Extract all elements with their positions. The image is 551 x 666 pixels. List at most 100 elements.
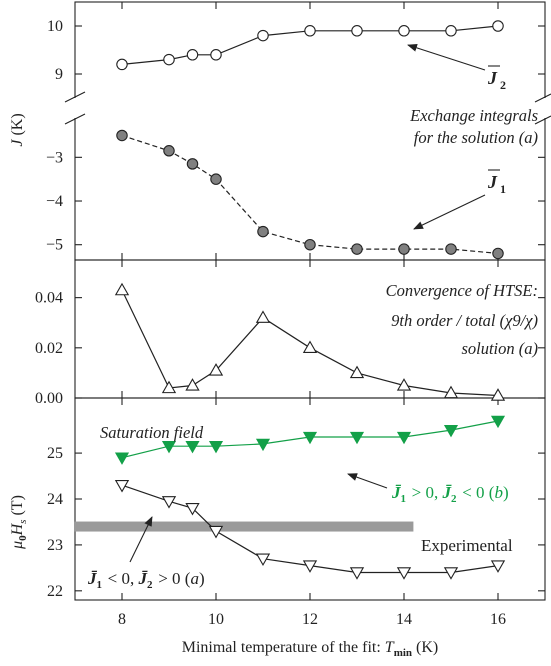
top-ytick-label-4: −5 xyxy=(46,237,63,254)
series-j1-point-8 xyxy=(445,243,457,255)
bottom-y-axis-label: μ0Hs (T) xyxy=(9,495,29,550)
middle-ytick-label-2: 0.04 xyxy=(35,290,63,307)
series-convergence-point-0 xyxy=(114,282,130,296)
series-b-point-2 xyxy=(185,441,200,454)
series-j2-point-5 xyxy=(304,25,316,37)
legend-series-b: J̄1 > 0, J̄2 < 0 (b) xyxy=(391,483,509,505)
series-b-line xyxy=(121,420,499,459)
series-j1-point-6 xyxy=(351,243,363,255)
series-j1-point-3 xyxy=(210,173,222,185)
x-axis-label: Minimal temperature of the fit: Tmin (K) xyxy=(182,639,439,659)
top-y-axis-label: J (K) xyxy=(9,113,26,146)
series-convergence-line xyxy=(121,289,499,397)
series-a-point-5 xyxy=(302,560,318,573)
series-j2-point-1 xyxy=(163,53,175,66)
middle-annotation-line-2: 9th order / total (χ9/χ) xyxy=(391,311,538,330)
arrow-series-a xyxy=(129,516,153,563)
top-ytick-label-0: 9 xyxy=(55,66,63,83)
legend-label-j2: J 2 xyxy=(487,65,506,92)
series-convergence-point-1 xyxy=(161,380,177,394)
series-convergence-point-4 xyxy=(255,310,271,323)
series-j2-point-6 xyxy=(351,25,363,37)
series-a-point-7 xyxy=(396,567,412,580)
series-a-point-9 xyxy=(490,560,506,573)
svg-text:J: J xyxy=(487,68,498,88)
experimental-label: Experimental xyxy=(421,536,513,555)
top-annotation-line-1: Exchange integrals xyxy=(409,106,538,125)
series-convergence-point-5 xyxy=(302,340,318,354)
series-a-point-1 xyxy=(161,496,177,509)
series-j1-point-4 xyxy=(257,225,269,238)
bottom-ytick-label-3: 25 xyxy=(47,445,63,462)
series-j1-line xyxy=(121,134,499,254)
series-b-point-9 xyxy=(490,415,506,429)
arrow-series-b xyxy=(347,473,388,489)
series-j2-point-2 xyxy=(186,49,199,61)
bottom-annotation: Saturation field xyxy=(100,423,204,442)
series-b-point-4 xyxy=(255,438,271,452)
middle-ytick-label-1: 0.02 xyxy=(35,340,63,357)
series-b-point-3 xyxy=(208,441,224,454)
series-b-point-0 xyxy=(114,452,130,465)
bottom-ytick-label-0: 22 xyxy=(47,583,63,600)
xtick-label-3: 14 xyxy=(396,611,412,628)
svg-text:1: 1 xyxy=(500,182,506,196)
axis-break-mark-lower xyxy=(64,113,86,125)
series-convergence-point-6 xyxy=(349,365,365,379)
top-annotation-line-2: for the solution (a) xyxy=(414,128,538,147)
series-convergence-point-8 xyxy=(443,385,459,399)
series-j2-point-0 xyxy=(116,58,128,71)
axis-break-mark-right-upper xyxy=(534,93,551,103)
series-j1-point-5 xyxy=(304,238,316,251)
middle-ytick-label-0: 0.00 xyxy=(35,390,63,407)
series-j2-line xyxy=(121,25,499,65)
series-a-line xyxy=(121,484,499,574)
series-a-point-3 xyxy=(208,525,224,539)
series-j2-point-8 xyxy=(445,25,457,37)
xtick-label-1: 10 xyxy=(208,611,224,628)
series-b-point-8 xyxy=(443,424,459,438)
series-a-point-2 xyxy=(185,502,200,516)
experimental-band xyxy=(74,521,414,532)
series-a-point-0 xyxy=(114,480,130,493)
series-j1-point-9 xyxy=(492,247,504,260)
middle-annotation-line-3: solution (a) xyxy=(461,339,538,358)
series-j2-point-7 xyxy=(398,25,410,37)
xtick-label-0: 8 xyxy=(118,611,126,628)
middle-annotation-line-1: Convergence of HTSE: xyxy=(386,281,538,300)
series-j2-point-9 xyxy=(492,20,504,32)
series-j1-point-7 xyxy=(398,243,410,255)
series-convergence-point-9 xyxy=(490,388,506,401)
legend-series-a: J̄1 < 0, J̄2 > 0 (a) xyxy=(87,569,205,591)
series-b-point-5 xyxy=(302,431,318,445)
series-b-point-7 xyxy=(396,431,412,445)
series-j1-point-1 xyxy=(163,145,175,157)
svg-text:J: J xyxy=(487,172,498,192)
series-j1-point-2 xyxy=(186,158,199,170)
xtick-label-2: 12 xyxy=(302,611,318,628)
arrow-j2 xyxy=(407,43,486,71)
svg-text:2: 2 xyxy=(500,78,506,92)
axis-break-mark-upper xyxy=(64,91,86,103)
top-ytick-label-3: −4 xyxy=(46,193,63,210)
series-a-point-4 xyxy=(255,553,271,566)
axis-break-mark-right-lower xyxy=(534,115,551,125)
bottom-ytick-label-2: 24 xyxy=(47,491,63,508)
series-j1-point-0 xyxy=(116,129,128,142)
series-j2-point-3 xyxy=(210,49,222,61)
series-b-point-1 xyxy=(161,441,177,454)
series-convergence-point-2 xyxy=(185,378,200,391)
series-a-point-6 xyxy=(349,567,365,580)
series-convergence-point-7 xyxy=(396,378,412,391)
legend-label-j1: J 1 xyxy=(487,169,506,196)
xtick-label-4: 16 xyxy=(490,611,506,628)
series-j2-point-4 xyxy=(257,29,269,42)
bottom-ytick-label-1: 23 xyxy=(47,537,63,554)
top-ytick-label-2: −3 xyxy=(46,149,63,166)
top-ytick-label-1: 10 xyxy=(47,18,63,35)
series-convergence-point-3 xyxy=(208,363,224,376)
arrow-j1 xyxy=(413,194,486,230)
series-b-point-6 xyxy=(349,431,365,445)
